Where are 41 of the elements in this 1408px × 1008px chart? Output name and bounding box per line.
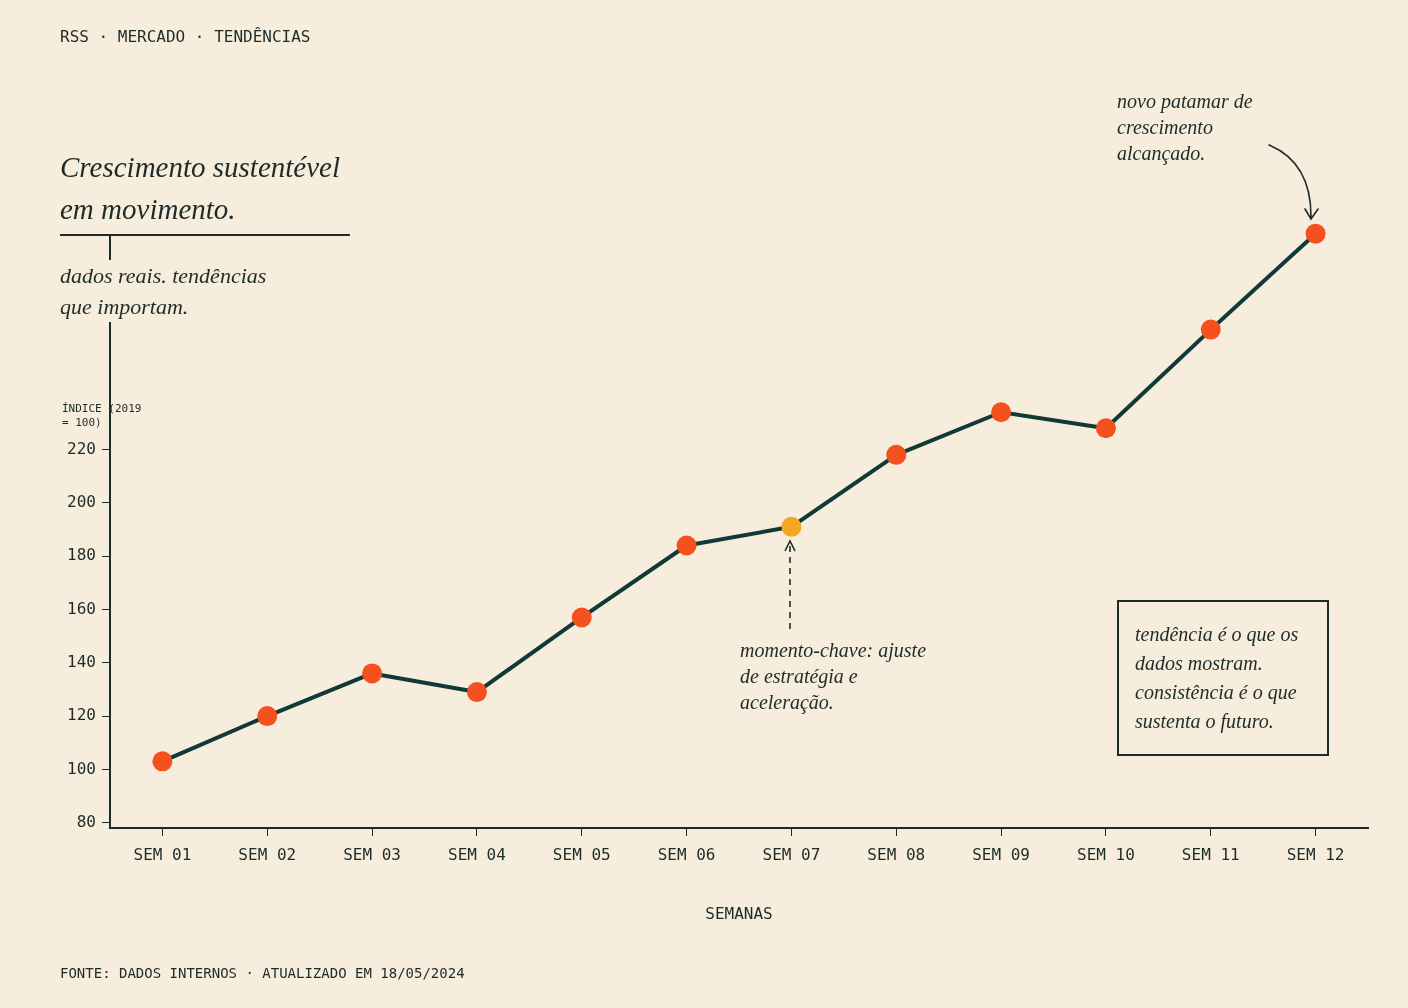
point [362,663,383,684]
y-tick-label: 220 [67,438,96,458]
x-tick-label: SEM 03 [343,844,401,864]
point [1200,319,1221,340]
y-tick-label: 180 [67,545,96,565]
text: novo patamar de crescimento alcançado. [1117,89,1254,166]
point [991,402,1012,423]
x-tick-label: SEM 01 [133,844,192,864]
y-tick-label: 100 [67,758,96,778]
text: dados reais. tendências que importam. [60,260,300,322]
point [1095,418,1116,439]
x-tick-label: SEM 07 [762,844,821,864]
point [886,444,907,465]
x-tick-label: SEM 06 [657,844,716,864]
x-tick-label: SEM 09 [972,844,1030,864]
point [1305,223,1326,244]
source-note: FONTE: DADOS INTERNOS · ATUALIZADO EM 18/05/2024 [60,965,465,981]
x-tick-label: SEM 04 [448,844,506,864]
point [152,751,173,772]
x-axis-title: SEMANAS [705,903,773,923]
x-tick-label: SEM 12 [1286,844,1345,864]
point [466,682,487,703]
annotation: tendência é o que os dados mostram. consistência é o que sustenta o futuro. [1117,600,1329,756]
x-tick-label: SEM 02 [238,844,297,864]
point [781,516,802,537]
y-tick-label: 140 [67,651,96,671]
y-axis-title: ÍNDICE (2019 = 100) [62,402,143,430]
y-tick-label: 80 [76,811,96,831]
point [676,535,697,556]
text: RSS · MERCADO · TENDÊNCIAS [60,27,311,46]
y-tick-label: 200 [67,492,96,511]
point [571,607,592,628]
x-tick-label: SEM 11 [1181,844,1240,864]
point [257,706,278,727]
x-tick-label: SEM 05 [552,844,611,864]
y-tick-label: 160 [67,598,96,618]
x-tick-label: SEM 08 [867,844,926,864]
chart-title: Crescimento sustentével em movimento. [60,146,350,236]
annotation: momento-chave: ajuste de estratégia e aceleração. [740,638,928,715]
y-tick-label: 120 [67,705,96,725]
x-tick-label: SEM 10 [1077,844,1135,864]
